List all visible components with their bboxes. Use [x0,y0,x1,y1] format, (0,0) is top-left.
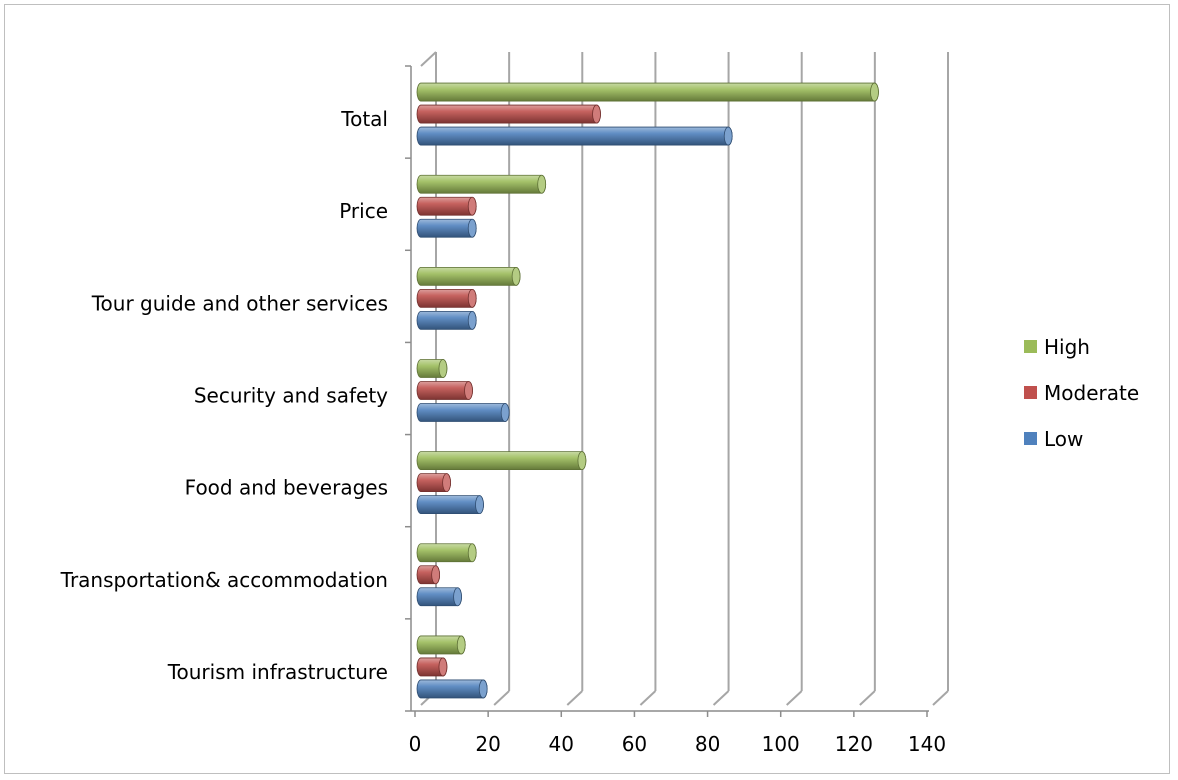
category-label: Transportation& accommodation [60,568,388,592]
legend-swatch-high [1024,340,1037,353]
legend: High Moderate Low [1024,335,1139,451]
legend-swatch-low [1024,432,1037,445]
chart-walls [411,60,421,715]
category-label: Food and beverages [185,476,388,500]
bars [416,82,879,699]
gridline-floor [712,690,730,706]
bar-cap-high [511,266,521,286]
x-tick-label: 120 [835,732,873,756]
bar-cap-moderate [464,381,473,400]
bar-high [416,451,587,471]
bar-cap-moderate [467,196,477,216]
bar-cap-moderate [592,104,601,124]
bar-moderate [416,288,477,308]
bar-cap-moderate [442,473,452,493]
category-label: Price [339,199,388,223]
bar-low [416,218,477,238]
category-label: Security and safety [194,384,388,408]
bar-cap-low [453,587,462,607]
bar-cap-high [456,635,466,655]
gridline-floor [932,690,949,706]
bar-cap-moderate [467,288,477,308]
bar-low [416,403,510,422]
bar-high [416,82,879,102]
bar-cap-low [467,218,477,238]
bar-low [416,126,733,146]
x-tick-label: 60 [622,732,647,756]
bar-cap-low [723,126,733,146]
gridline-floor [786,690,803,706]
bar-cap-moderate [431,565,441,585]
category-label: Tourism infrastructure [167,660,388,684]
gridlines [420,51,949,706]
bar-cap-high [870,82,879,102]
bar-moderate [416,196,477,216]
legend-label-high: High [1044,335,1090,359]
gridline-floor [859,690,876,706]
legend-label-low: Low [1044,427,1083,451]
x-tick-label: 0 [409,732,422,756]
bar-low [416,310,477,330]
category-label: Tour guide and other services [91,291,388,315]
x-tick-labels: 0 20 40 60 80 100 120 140 [409,732,946,756]
gridline-floor [493,690,510,706]
bar-high [416,543,477,563]
axes [405,65,929,717]
category-label: Total [340,107,388,131]
bar-low [416,495,484,515]
bar-high [416,174,547,194]
legend-swatch-moderate [1024,386,1037,399]
x-tick-label: 80 [695,732,720,756]
bar-low [416,679,488,699]
bar-cap-low [478,679,488,699]
bar-cap-high [577,451,587,471]
bar-high [416,266,521,286]
x-tick-label: 20 [475,732,500,756]
gridline-floor [639,690,657,706]
x-tick-label: 40 [549,732,574,756]
bar-cap-low [475,495,484,515]
gridline-floor [566,690,583,706]
bar-cap-high [438,359,448,378]
bar-cap-high [467,543,477,563]
bar-cap-moderate [438,657,448,677]
x-tick-label: 140 [908,732,946,756]
bar-cap-high [537,174,547,194]
legend-label-moderate: Moderate [1044,381,1139,405]
gridline-top-edge [420,51,437,67]
bar-moderate [416,104,601,124]
x-tick-label: 100 [762,732,800,756]
bar-cap-low [467,310,477,330]
bar-cap-low [500,403,510,422]
category-labels: Tourism infrastructure Transportation& ac… [60,107,388,684]
